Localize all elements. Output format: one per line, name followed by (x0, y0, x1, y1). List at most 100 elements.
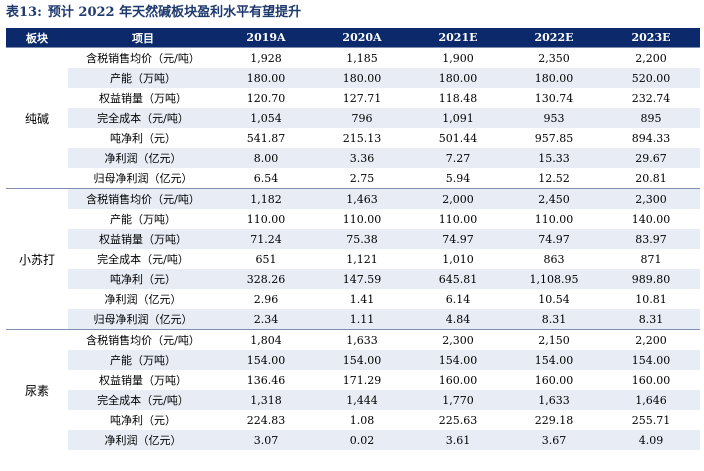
value-cell: 12.52 (506, 168, 602, 189)
value-cell: 1,928 (218, 47, 314, 68)
value-cell: 74.97 (506, 229, 602, 249)
value-cell: 15.33 (506, 148, 602, 168)
item-cell: 吨净利（元） (68, 128, 218, 148)
table-row: 完全成本（元/吨） 1,054 796 1,091 953 895 (6, 108, 700, 128)
item-cell: 归母净利润（亿元） (68, 309, 218, 330)
value-cell: 957.85 (506, 128, 602, 148)
table-row: 归母净利润（亿元） 6.54 2.75 5.94 12.52 20.81 (6, 168, 700, 189)
table-row: 净利润（亿元） 8.00 3.36 7.27 15.33 29.67 (6, 148, 700, 168)
value-cell: 110.00 (410, 209, 506, 229)
item-cell: 归母净利润（亿元） (68, 168, 218, 189)
column-header: 2021E (410, 28, 506, 48)
table-number: 表13: (6, 5, 42, 20)
table-row: 净利润（亿元） 2.96 1.41 6.14 10.54 10.81 (6, 289, 700, 309)
value-cell: 2.75 (314, 168, 410, 189)
table-row: 权益销量（万吨） 120.70 127.71 118.48 130.74 232.74 (6, 88, 700, 108)
value-cell: 75.38 (314, 229, 410, 249)
value-cell: 3.07 (218, 430, 314, 450)
table-row: 尿素 含税销售均价（元/吨） 1,804 1,633 2,300 2,150 2,200 (6, 329, 700, 450)
value-cell: 2,200 (602, 47, 700, 68)
value-cell: 160.00 (506, 370, 602, 390)
value-cell: 1,054 (218, 108, 314, 128)
item-cell: 净利润（亿元） (68, 289, 218, 309)
value-cell: 147.59 (314, 269, 410, 289)
column-header: 2019A (218, 28, 314, 48)
value-cell: 110.00 (314, 209, 410, 229)
value-cell: 8.31 (602, 309, 700, 330)
table-caption: 预计 2022 年天然碱板块盈利水平有望提升 (47, 5, 302, 20)
value-cell: 863 (506, 249, 602, 269)
value-cell: 1,633 (314, 329, 410, 350)
value-cell: 4.09 (602, 430, 700, 450)
value-cell: 180.00 (506, 68, 602, 88)
item-cell: 净利润（亿元） (68, 148, 218, 168)
item-cell: 完全成本（元/吨） (68, 108, 218, 128)
value-cell: 6.54 (218, 168, 314, 189)
item-cell: 含税销售均价（元/吨） (68, 329, 218, 350)
item-cell: 完全成本（元/吨） (68, 390, 218, 410)
value-cell: 1,463 (314, 188, 410, 209)
column-header: 项目 (68, 28, 218, 48)
value-cell: 110.00 (218, 209, 314, 229)
value-cell: 645.81 (410, 269, 506, 289)
value-cell: 2,000 (410, 188, 506, 209)
value-cell: 110.00 (506, 209, 602, 229)
item-cell: 吨净利（元） (68, 410, 218, 430)
value-cell: 989.80 (602, 269, 700, 289)
value-cell: 130.74 (506, 88, 602, 108)
value-cell: 154.00 (410, 350, 506, 370)
value-cell: 2,450 (506, 188, 602, 209)
table-row: 纯碱 含税销售均价（元/吨） 1,928 1,185 1,900 2,350 2,200 (6, 47, 700, 189)
value-cell: 4.84 (410, 309, 506, 330)
value-cell: 1,633 (506, 390, 602, 410)
value-cell: 74.97 (410, 229, 506, 249)
table-row: 吨净利（元） 224.83 1.08 225.63 229.18 255.71 (6, 410, 700, 430)
value-cell: 1,108.95 (506, 269, 602, 289)
value-cell: 2.34 (218, 309, 314, 330)
table-row: 权益销量（万吨） 71.24 75.38 74.97 74.97 83.97 (6, 229, 700, 249)
value-cell: 2,350 (506, 47, 602, 68)
value-cell: 71.24 (218, 229, 314, 249)
value-cell: 0.02 (314, 430, 410, 450)
value-cell: 127.71 (314, 88, 410, 108)
value-cell: 7.27 (410, 148, 506, 168)
item-cell: 吨净利（元） (68, 269, 218, 289)
table-row: 产能（万吨） 154.00 154.00 154.00 154.00 154.00 (6, 350, 700, 370)
table-row: 吨净利（元） 328.26 147.59 645.81 1,108.95 989.80 (6, 269, 700, 289)
value-cell: 140.00 (602, 209, 700, 229)
value-cell: 180.00 (218, 68, 314, 88)
item-cell: 产能（万吨） (68, 350, 218, 370)
value-cell: 154.00 (602, 350, 700, 370)
value-cell: 1,444 (314, 390, 410, 410)
value-cell: 871 (602, 249, 700, 269)
value-cell: 232.74 (602, 88, 700, 108)
value-cell: 225.63 (410, 410, 506, 430)
item-cell: 权益销量（万吨） (68, 229, 218, 249)
value-cell: 8.31 (506, 309, 602, 330)
value-cell: 501.44 (410, 128, 506, 148)
header-row: 板块 项目 2019A 2020A 2021E 2022E 2023E (6, 28, 700, 48)
value-cell: 894.33 (602, 128, 700, 148)
value-cell: 895 (602, 108, 700, 128)
column-header: 2022E (506, 28, 602, 48)
value-cell: 2,300 (602, 188, 700, 209)
value-cell: 171.29 (314, 370, 410, 390)
value-cell: 224.83 (218, 410, 314, 430)
value-cell: 29.67 (602, 148, 700, 168)
value-cell: 154.00 (218, 350, 314, 370)
item-cell: 完全成本（元/吨） (68, 249, 218, 269)
value-cell: 180.00 (410, 68, 506, 88)
segment-cell: 尿素 (6, 329, 68, 450)
segment-cell: 纯碱 (6, 47, 68, 189)
table-row: 产能（万吨） 110.00 110.00 110.00 110.00 140.00 (6, 209, 700, 229)
value-cell: 953 (506, 108, 602, 128)
column-header: 2020A (314, 28, 410, 48)
table-row: 小苏打 含税销售均价（元/吨） 1,182 1,463 2,000 2,450 2,300 (6, 188, 700, 330)
value-cell: 328.26 (218, 269, 314, 289)
value-cell: 8.00 (218, 148, 314, 168)
value-cell: 10.81 (602, 289, 700, 309)
value-cell: 1.41 (314, 289, 410, 309)
table-row: 完全成本（元/吨） 651 1,121 1,010 863 871 (6, 249, 700, 269)
value-cell: 651 (218, 249, 314, 269)
value-cell: 1,900 (410, 47, 506, 68)
